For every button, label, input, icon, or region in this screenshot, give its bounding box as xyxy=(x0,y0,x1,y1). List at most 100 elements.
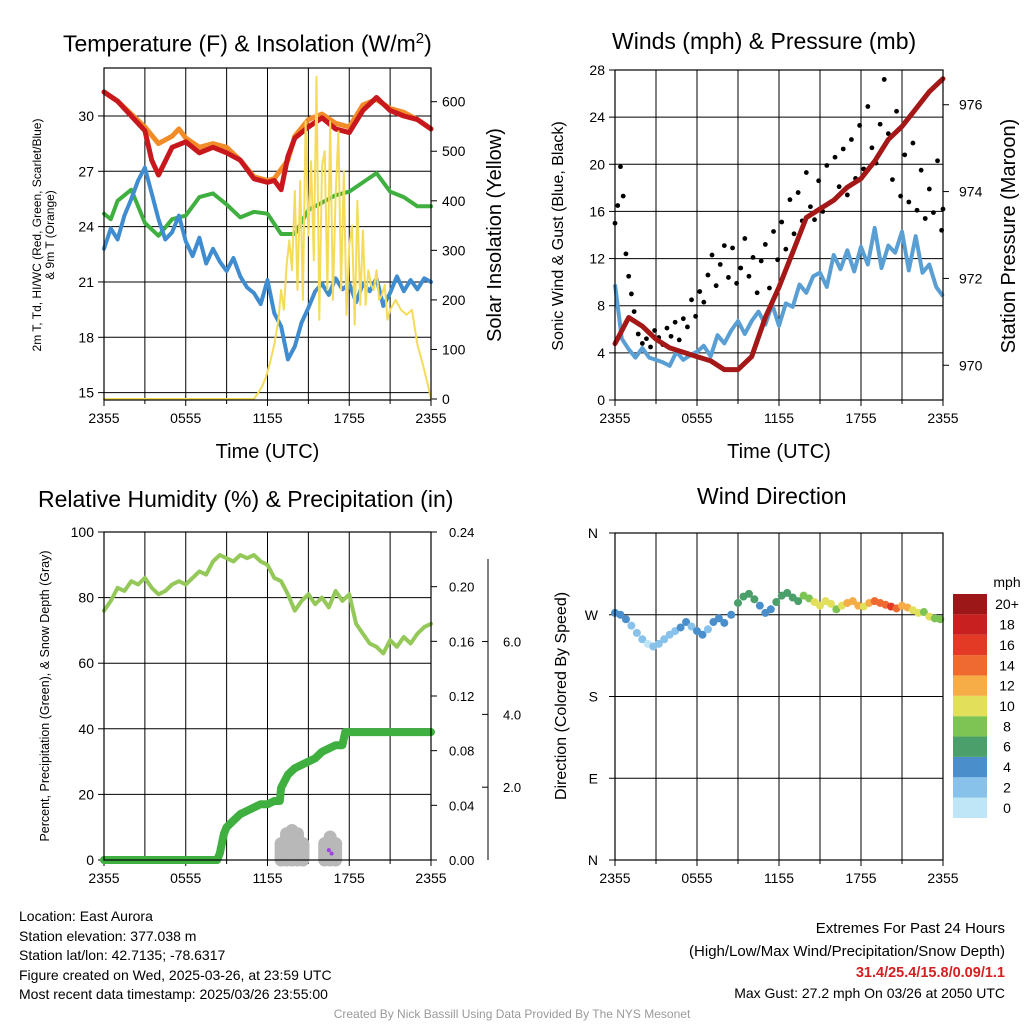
extremes-subtitle: (High/Low/Max Wind/Precipitation/Snow De… xyxy=(689,942,1005,960)
max-gust-line: Max Gust: 27.2 mph On 03/26 at 2050 UTC xyxy=(734,984,1005,1001)
wind-direction-point xyxy=(919,608,928,617)
purple-mark xyxy=(329,851,334,856)
precip-tick-label: 0.24 xyxy=(449,525,474,540)
gust-point xyxy=(713,283,719,289)
y-tick-label: 40 xyxy=(78,721,94,737)
y-tick-label: 0 xyxy=(86,852,94,868)
wind-direction-point xyxy=(698,630,707,639)
gust-point xyxy=(664,325,670,331)
colorbar-label: 16 xyxy=(999,637,1015,653)
wind-direction-point xyxy=(816,601,824,610)
wind-direction-point xyxy=(826,599,835,608)
x-tick-label: 1155 xyxy=(252,410,282,426)
y-tick-label: 24 xyxy=(78,219,94,235)
gust-point xyxy=(717,262,723,267)
gust-point xyxy=(738,265,744,271)
wind-direction-point xyxy=(720,618,729,627)
gust-point xyxy=(881,77,887,82)
wind-direction-point xyxy=(744,589,753,598)
wind-direction-point xyxy=(638,635,647,644)
y2-axis-label: Station Pressure (Maroon) xyxy=(998,119,1020,354)
y-tick-label: 27 xyxy=(78,163,94,179)
gust-point xyxy=(676,337,682,343)
precip-tick-label: 0.00 xyxy=(449,853,474,868)
gust-point xyxy=(787,197,793,203)
gust-point xyxy=(775,257,781,263)
gust-point xyxy=(639,341,645,346)
x-tick-label: 0555 xyxy=(681,870,712,886)
wind-direction-point xyxy=(766,605,775,614)
gust-point xyxy=(750,254,756,260)
x-tick-label: 2355 xyxy=(599,870,630,886)
y-axis-label: Direction (Colored By Speed) xyxy=(553,592,570,800)
snow-tick-label: 6.0 xyxy=(503,635,521,650)
wind-direction-point xyxy=(621,615,630,624)
gust-point xyxy=(914,207,920,213)
x-tick-label: 2355 xyxy=(415,410,446,426)
gust-point xyxy=(701,299,707,305)
colorbar-title: mph xyxy=(993,574,1020,590)
gust-point xyxy=(832,154,838,160)
series-precip xyxy=(100,728,435,864)
x-tick-label: 2355 xyxy=(88,870,119,886)
colorbar-label: 6 xyxy=(1003,739,1011,755)
y-axis-label: 2m T, Td, HI/WC (Red, Green, Scarlet/Blu… xyxy=(30,119,57,352)
y2-tick-label: 400 xyxy=(442,193,466,209)
y-tick-label: 80 xyxy=(78,590,94,606)
precip-tick-label: 0.16 xyxy=(449,634,474,649)
wind-direction-point xyxy=(848,597,857,606)
x-tick-label: 1755 xyxy=(334,870,365,886)
x-tick-label: 0555 xyxy=(681,410,712,426)
wind-direction-point xyxy=(755,601,764,610)
colorbar-segment xyxy=(953,675,987,696)
gust-point xyxy=(890,177,895,183)
wind-direction-point xyxy=(632,628,641,637)
precip-tick-label: 0.20 xyxy=(449,580,474,595)
y-tick-label: N xyxy=(588,525,598,541)
wind-direction-point xyxy=(616,610,625,619)
gust-point xyxy=(631,309,637,315)
x-tick-label: 0555 xyxy=(170,870,201,886)
wind-direction-point xyxy=(734,598,742,607)
colorbar-segment xyxy=(953,756,987,778)
gust-point xyxy=(894,108,899,114)
y-tick-label: 18 xyxy=(78,329,94,345)
extremes-title: Extremes For Past 24 Hours xyxy=(815,920,1005,937)
colorbar-label: 12 xyxy=(999,678,1015,694)
colorbar-segment xyxy=(953,797,987,818)
x-tick-label: 2355 xyxy=(927,410,958,426)
gust-point xyxy=(865,104,871,109)
gust-point xyxy=(803,170,809,175)
gust-point xyxy=(721,243,727,249)
gust-point xyxy=(746,273,752,279)
gust-point xyxy=(922,216,928,221)
y-tick-label: 12 xyxy=(589,251,605,267)
gust-point xyxy=(795,190,801,195)
plot-frame xyxy=(614,532,944,861)
gust-point xyxy=(680,316,686,322)
gust-point xyxy=(758,258,764,264)
colorbar-label: 8 xyxy=(1003,718,1011,734)
gust-point xyxy=(644,336,649,342)
gust-point xyxy=(629,291,634,297)
plot-frame xyxy=(103,531,432,861)
colorbar-label: 14 xyxy=(999,657,1015,673)
y-tick-label: 15 xyxy=(78,385,94,401)
series-rh xyxy=(102,553,433,656)
plot-frame xyxy=(103,67,432,401)
gust-point xyxy=(849,137,854,142)
x-tick-label: 2355 xyxy=(599,410,630,426)
gust-point xyxy=(672,319,678,325)
colorbar-segment xyxy=(953,736,987,757)
wind-direction-point xyxy=(687,622,696,631)
wind-direction-point xyxy=(727,610,736,619)
series-wind xyxy=(613,225,945,368)
gust-point xyxy=(791,231,797,237)
wind-direction-point xyxy=(936,615,945,624)
gust-point xyxy=(836,184,842,190)
gust-point xyxy=(767,285,772,291)
gust-point xyxy=(697,289,703,294)
gust-point xyxy=(693,313,699,319)
y2-tick-label: 100 xyxy=(442,341,466,357)
wind-direction-point xyxy=(676,623,685,632)
